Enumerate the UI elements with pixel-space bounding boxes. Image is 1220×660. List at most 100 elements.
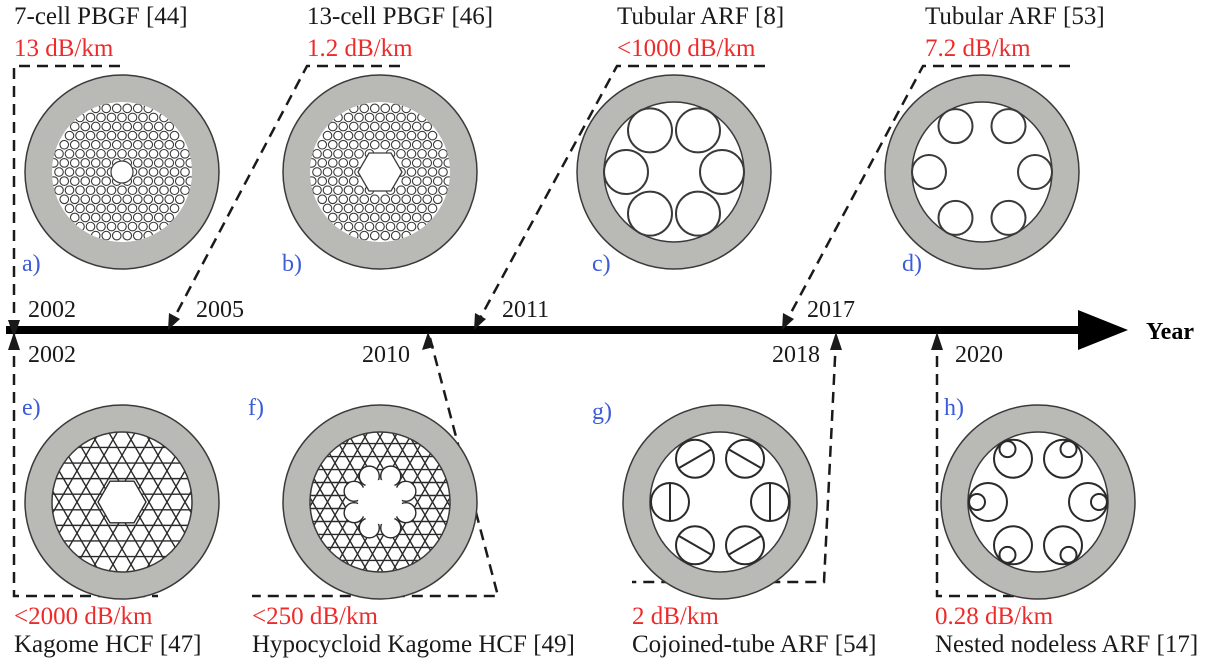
air-hole (153, 194, 164, 205)
air-hole (90, 194, 101, 205)
air-hole (348, 212, 359, 223)
air-hole (59, 139, 70, 150)
air-hole (122, 194, 133, 205)
air-hole (359, 212, 370, 223)
air-hole (138, 185, 148, 196)
title-d: Tubular ARF [53] (925, 3, 1105, 30)
air-hole (338, 121, 349, 132)
kagome-strut (363, 432, 450, 572)
air-hole (406, 112, 417, 123)
panel-label-a: a) (22, 251, 41, 277)
air-hole (385, 221, 396, 232)
air-hole (180, 185, 190, 196)
year-h: 2020 (955, 342, 1003, 368)
air-hole (369, 121, 380, 132)
panel-label-f: f) (248, 395, 264, 421)
air-hole (153, 121, 164, 132)
air-hole (322, 185, 333, 196)
air-hole (180, 148, 190, 159)
air-hole (369, 103, 380, 114)
callout-d (784, 64, 1070, 323)
air-hole (333, 148, 343, 159)
air-hole (164, 194, 175, 205)
air-hole (96, 148, 106, 159)
air-hole (164, 158, 175, 168)
year-a: 2002 (28, 297, 76, 323)
nested-tube (1090, 493, 1108, 511)
year-f: 2010 (362, 342, 410, 368)
air-hole (380, 194, 391, 205)
kagome-strut (310, 432, 397, 572)
axis-arrowhead (1078, 310, 1128, 350)
air-hole (390, 194, 401, 205)
kagome-strut (375, 432, 450, 569)
air-hole (143, 139, 154, 150)
air-hole (122, 230, 133, 241)
air-hole (375, 221, 385, 232)
air-hole (317, 176, 328, 186)
outer-tube (1043, 525, 1083, 566)
air-hole (143, 121, 154, 132)
air-hole (406, 185, 417, 196)
air-hole (75, 167, 85, 177)
air-hole (369, 212, 380, 223)
air-hole (438, 185, 448, 196)
air-hole (153, 176, 164, 186)
kagome-strut (113, 433, 192, 572)
air-hole (369, 139, 380, 150)
air-hole (164, 212, 175, 223)
air-hole (338, 139, 349, 150)
air-hole (64, 203, 75, 214)
air-hole (169, 167, 180, 177)
arrowhead-c (474, 313, 486, 330)
air-hole (438, 167, 448, 177)
air-hole (401, 158, 412, 168)
air-hole (390, 230, 401, 241)
air-hole (327, 212, 338, 223)
air-hole (322, 148, 333, 159)
air-hole (417, 185, 427, 196)
air-hole (343, 167, 354, 177)
air-hole (427, 185, 438, 196)
air-hole (354, 112, 364, 123)
fiber-13-cell-pbgf (282, 74, 478, 270)
air-hole (375, 112, 385, 123)
air-hole (101, 194, 112, 205)
title-f: Hypocycloid Kagome HCF [49] (252, 631, 575, 658)
year-g: 2018 (772, 342, 820, 368)
arrowhead-d (782, 313, 794, 330)
panel-label-d: d) (902, 251, 922, 277)
air-hole (390, 212, 401, 223)
air-hole (312, 167, 322, 177)
fiber-nested-nodeless-arf (940, 404, 1136, 600)
air-hole (111, 121, 122, 132)
kagome-strut (52, 432, 144, 572)
air-hole (80, 176, 91, 186)
air-hole (422, 176, 433, 186)
air-hole (138, 221, 148, 232)
air-hole (111, 139, 122, 150)
nested-tube (998, 545, 1017, 564)
air-hole (174, 158, 185, 168)
air-hole (343, 185, 354, 196)
air-hole (64, 130, 75, 141)
air-hole (127, 185, 138, 196)
air-hole (380, 139, 391, 150)
air-hole (411, 121, 422, 132)
air-hole (406, 203, 417, 214)
axis-label-year: Year (1146, 319, 1194, 345)
air-hole (390, 139, 401, 150)
kagome-strut (52, 432, 131, 571)
air-hole (359, 230, 370, 241)
air-hole (343, 203, 354, 214)
air-hole (69, 158, 80, 168)
air-hole (364, 112, 375, 123)
air-hole (432, 194, 443, 205)
air-hole (96, 167, 106, 177)
air-hole (185, 158, 192, 168)
fiber-7-cell-pbgf (24, 74, 220, 270)
kagome-strut (52, 433, 131, 572)
air-hole (153, 158, 164, 168)
air-hole (52, 176, 59, 186)
air-hole (159, 167, 169, 177)
